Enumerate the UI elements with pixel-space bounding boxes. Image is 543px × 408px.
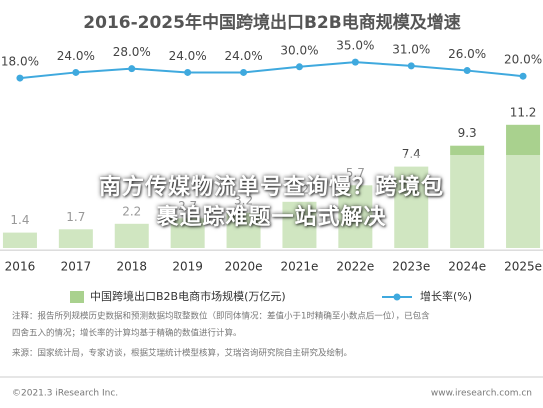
bar bbox=[338, 185, 373, 248]
chart-title: 2016-2025年中国跨境出口B2B电商规模及增速 bbox=[83, 12, 460, 33]
line bbox=[19, 61, 524, 80]
note: 注释：报告所列规模历史数据和预测数据均取整数位（即同体情况：差值小于1时精确至小… bbox=[12, 311, 430, 322]
overlay-text: 南方传媒物流单号查询慢？跨境包 bbox=[98, 174, 444, 200]
line-marker bbox=[463, 67, 471, 75]
bar bbox=[450, 145, 485, 248]
line-marker bbox=[128, 65, 136, 73]
bar bbox=[506, 124, 541, 248]
bar bbox=[226, 212, 261, 248]
note: 四舍五入的情况；增长率的计算均基于精确的数值进行计算。 bbox=[12, 328, 242, 339]
bar-label: 2.2 bbox=[122, 204, 141, 218]
legend-label: 中国跨境出口B2B电商市场规模(万亿元) bbox=[90, 289, 286, 303]
line-label: 35.0% bbox=[336, 39, 374, 53]
line-label: 31.0% bbox=[392, 42, 430, 56]
overlay-banner: 南方传媒物流单号查询慢？跨境包 裹追踪难题一站式解决 bbox=[0, 155, 543, 250]
x-tick-label: 2016 bbox=[5, 260, 36, 274]
line-marker bbox=[240, 68, 248, 76]
bar bbox=[394, 166, 429, 248]
x-tick-label: 2017 bbox=[61, 260, 92, 274]
bar-label: 4.2 bbox=[290, 182, 309, 196]
bar-label: 1.7 bbox=[66, 210, 85, 224]
x-tick-label: 2020e bbox=[225, 260, 263, 274]
line-label: 30.0% bbox=[280, 43, 318, 57]
bar bbox=[58, 229, 93, 248]
line-marker bbox=[519, 72, 527, 80]
x-tick-label: 2022e bbox=[336, 260, 374, 274]
footer-left: ©2021.3 iResearch Inc. bbox=[12, 389, 118, 399]
line-label: 24.0% bbox=[57, 49, 95, 63]
bar-label: 3.2 bbox=[234, 193, 253, 207]
footer-right: www.iresearch.com.cn bbox=[431, 389, 532, 399]
bar bbox=[114, 223, 149, 248]
bar-label: 9.3 bbox=[458, 126, 477, 140]
line-marker bbox=[72, 68, 80, 76]
legend-swatch bbox=[393, 293, 401, 301]
bar bbox=[2, 232, 37, 248]
x-tick-label: 2018 bbox=[116, 260, 147, 274]
bar-label: 5.7 bbox=[346, 166, 365, 180]
overlay-text: 裹追踪难题一站式解决 bbox=[156, 204, 387, 230]
note: 来源：国家统计局，专家访谈，根据艾瑞统计模型核算，艾瑞咨询研究院自主研究及绘制。 bbox=[12, 348, 352, 359]
line-label: 24.0% bbox=[224, 49, 262, 63]
bar-label: 7.4 bbox=[402, 147, 421, 161]
line-label: 18.0% bbox=[1, 55, 39, 69]
bar-label: 2.7 bbox=[178, 199, 197, 213]
x-tick-label: 2019 bbox=[172, 260, 203, 274]
line-marker bbox=[351, 58, 359, 66]
x-tick-label: 2021e bbox=[280, 260, 318, 274]
bar bbox=[282, 201, 317, 248]
x-tick-label: 2023e bbox=[392, 260, 430, 274]
x-tick-label: 2024e bbox=[448, 260, 486, 274]
bar bbox=[170, 218, 205, 248]
line-label: 28.0% bbox=[113, 45, 151, 59]
line-marker bbox=[16, 74, 24, 82]
line-marker bbox=[184, 68, 192, 76]
bar-label: 1.4 bbox=[10, 213, 29, 227]
legend-swatch bbox=[70, 291, 84, 303]
legend-label: 增长率(%) bbox=[420, 289, 472, 303]
line-marker bbox=[407, 62, 415, 70]
line-label: 26.0% bbox=[448, 47, 486, 61]
line-marker bbox=[295, 63, 303, 71]
bar-label: 11.2 bbox=[510, 105, 537, 119]
x-tick-label: 2025e bbox=[504, 260, 542, 274]
line-label: 20.0% bbox=[504, 53, 542, 67]
line-label: 24.0% bbox=[169, 49, 207, 63]
